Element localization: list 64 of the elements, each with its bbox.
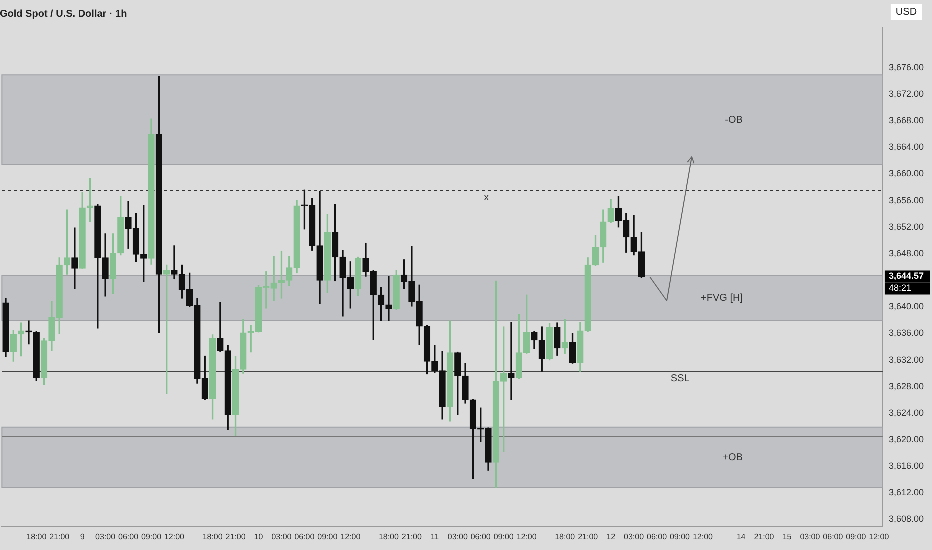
y-tick-label: 3,676.00: [888, 62, 924, 72]
x-tick-label: 9: [80, 532, 86, 542]
x-tick-label: 09:00: [318, 532, 338, 542]
y-tick-label: 3,672.00: [888, 88, 924, 99]
x-tick-label: 21:00: [578, 532, 599, 542]
x-tick-label: 18:00: [555, 532, 576, 542]
x-tick-label: 06:00: [294, 532, 316, 542]
y-tick-label: 3,612.00: [888, 488, 924, 498]
x-tick-label: 09:00: [670, 532, 691, 542]
x-tick-label: 10: [254, 532, 264, 542]
y-tick-label: 3,640.00: [888, 302, 924, 312]
x-tick-label: 21:00: [50, 532, 70, 542]
y-tick-label: 3,660.00: [888, 168, 924, 179]
x-tick-label: 06:00: [118, 532, 140, 542]
x-tick-label: 12:00: [516, 532, 538, 542]
y-tick-label: 3,652.00: [888, 222, 924, 232]
x-tick-label: 12:00: [869, 532, 890, 542]
x-tick-label: 12:00: [340, 532, 362, 542]
x-tick-label: 03:00: [272, 532, 292, 542]
x-tick-label: 03:00: [448, 532, 468, 542]
x-tick-label: 03:00: [624, 532, 645, 542]
x-tick-label: 21:00: [226, 532, 246, 542]
ref-line-label: x: [484, 192, 490, 204]
x-tick-label: 06:00: [647, 532, 668, 542]
x-tick-label: 11: [430, 532, 440, 542]
x-tick-label: 09:00: [494, 532, 514, 542]
x-tick-label: 06:00: [823, 532, 844, 542]
band-label: +FVG [H]: [701, 293, 744, 304]
y-axis-title: USD: [896, 6, 918, 18]
x-tick-label: 21:00: [754, 532, 775, 542]
x-tick-label: 12:00: [164, 532, 186, 542]
x-tick-label: 09:00: [846, 532, 867, 542]
x-tick-label: 15: [782, 532, 792, 542]
y-tick-label: 3,616.00: [888, 461, 924, 472]
y-tick-label: 3,608.00: [888, 514, 924, 524]
band-label: +OB: [722, 452, 744, 464]
x-tick-label: 12:00: [692, 532, 714, 542]
y-tick-label: 3,656.00: [888, 195, 924, 206]
y-tick-label: 3,624.00: [888, 408, 924, 418]
x-tick-label: 03:00: [800, 532, 821, 542]
y-tick-label: 3,628.00: [888, 381, 924, 392]
y-tick-label: 3,648.00: [888, 248, 924, 258]
candlestick: [508, 322, 515, 400]
x-tick-label: 21:00: [402, 532, 422, 542]
x-tick-label: 12: [606, 532, 616, 542]
x-tick-label: 18:00: [202, 532, 224, 542]
y-tick-label: 3,620.00: [888, 434, 924, 444]
text: 3,644.57: [888, 271, 924, 282]
x-tick-label: 09:00: [142, 532, 162, 542]
candlestick: [171, 246, 178, 280]
x-tick-label: 18:00: [26, 532, 48, 542]
y-tick-label: 3,668.00: [888, 116, 924, 126]
text: 48:21: [888, 283, 912, 294]
chart-title: Gold Spot / U.S. Dollar · 1h: [0, 8, 128, 20]
y-tick-label: 3,632.00: [888, 354, 924, 365]
y-tick-label: 3,636.00: [888, 328, 924, 338]
band-label: -OB: [725, 114, 744, 126]
ref-line-label: SSL: [670, 373, 690, 384]
x-tick-label: 06:00: [470, 532, 492, 542]
x-tick-label: 18:00: [378, 532, 400, 542]
y-tick-label: 3,664.00: [888, 142, 924, 152]
x-tick-label: 14: [736, 532, 746, 542]
candlestick: [72, 228, 78, 290]
x-tick-label: 03:00: [96, 532, 116, 542]
